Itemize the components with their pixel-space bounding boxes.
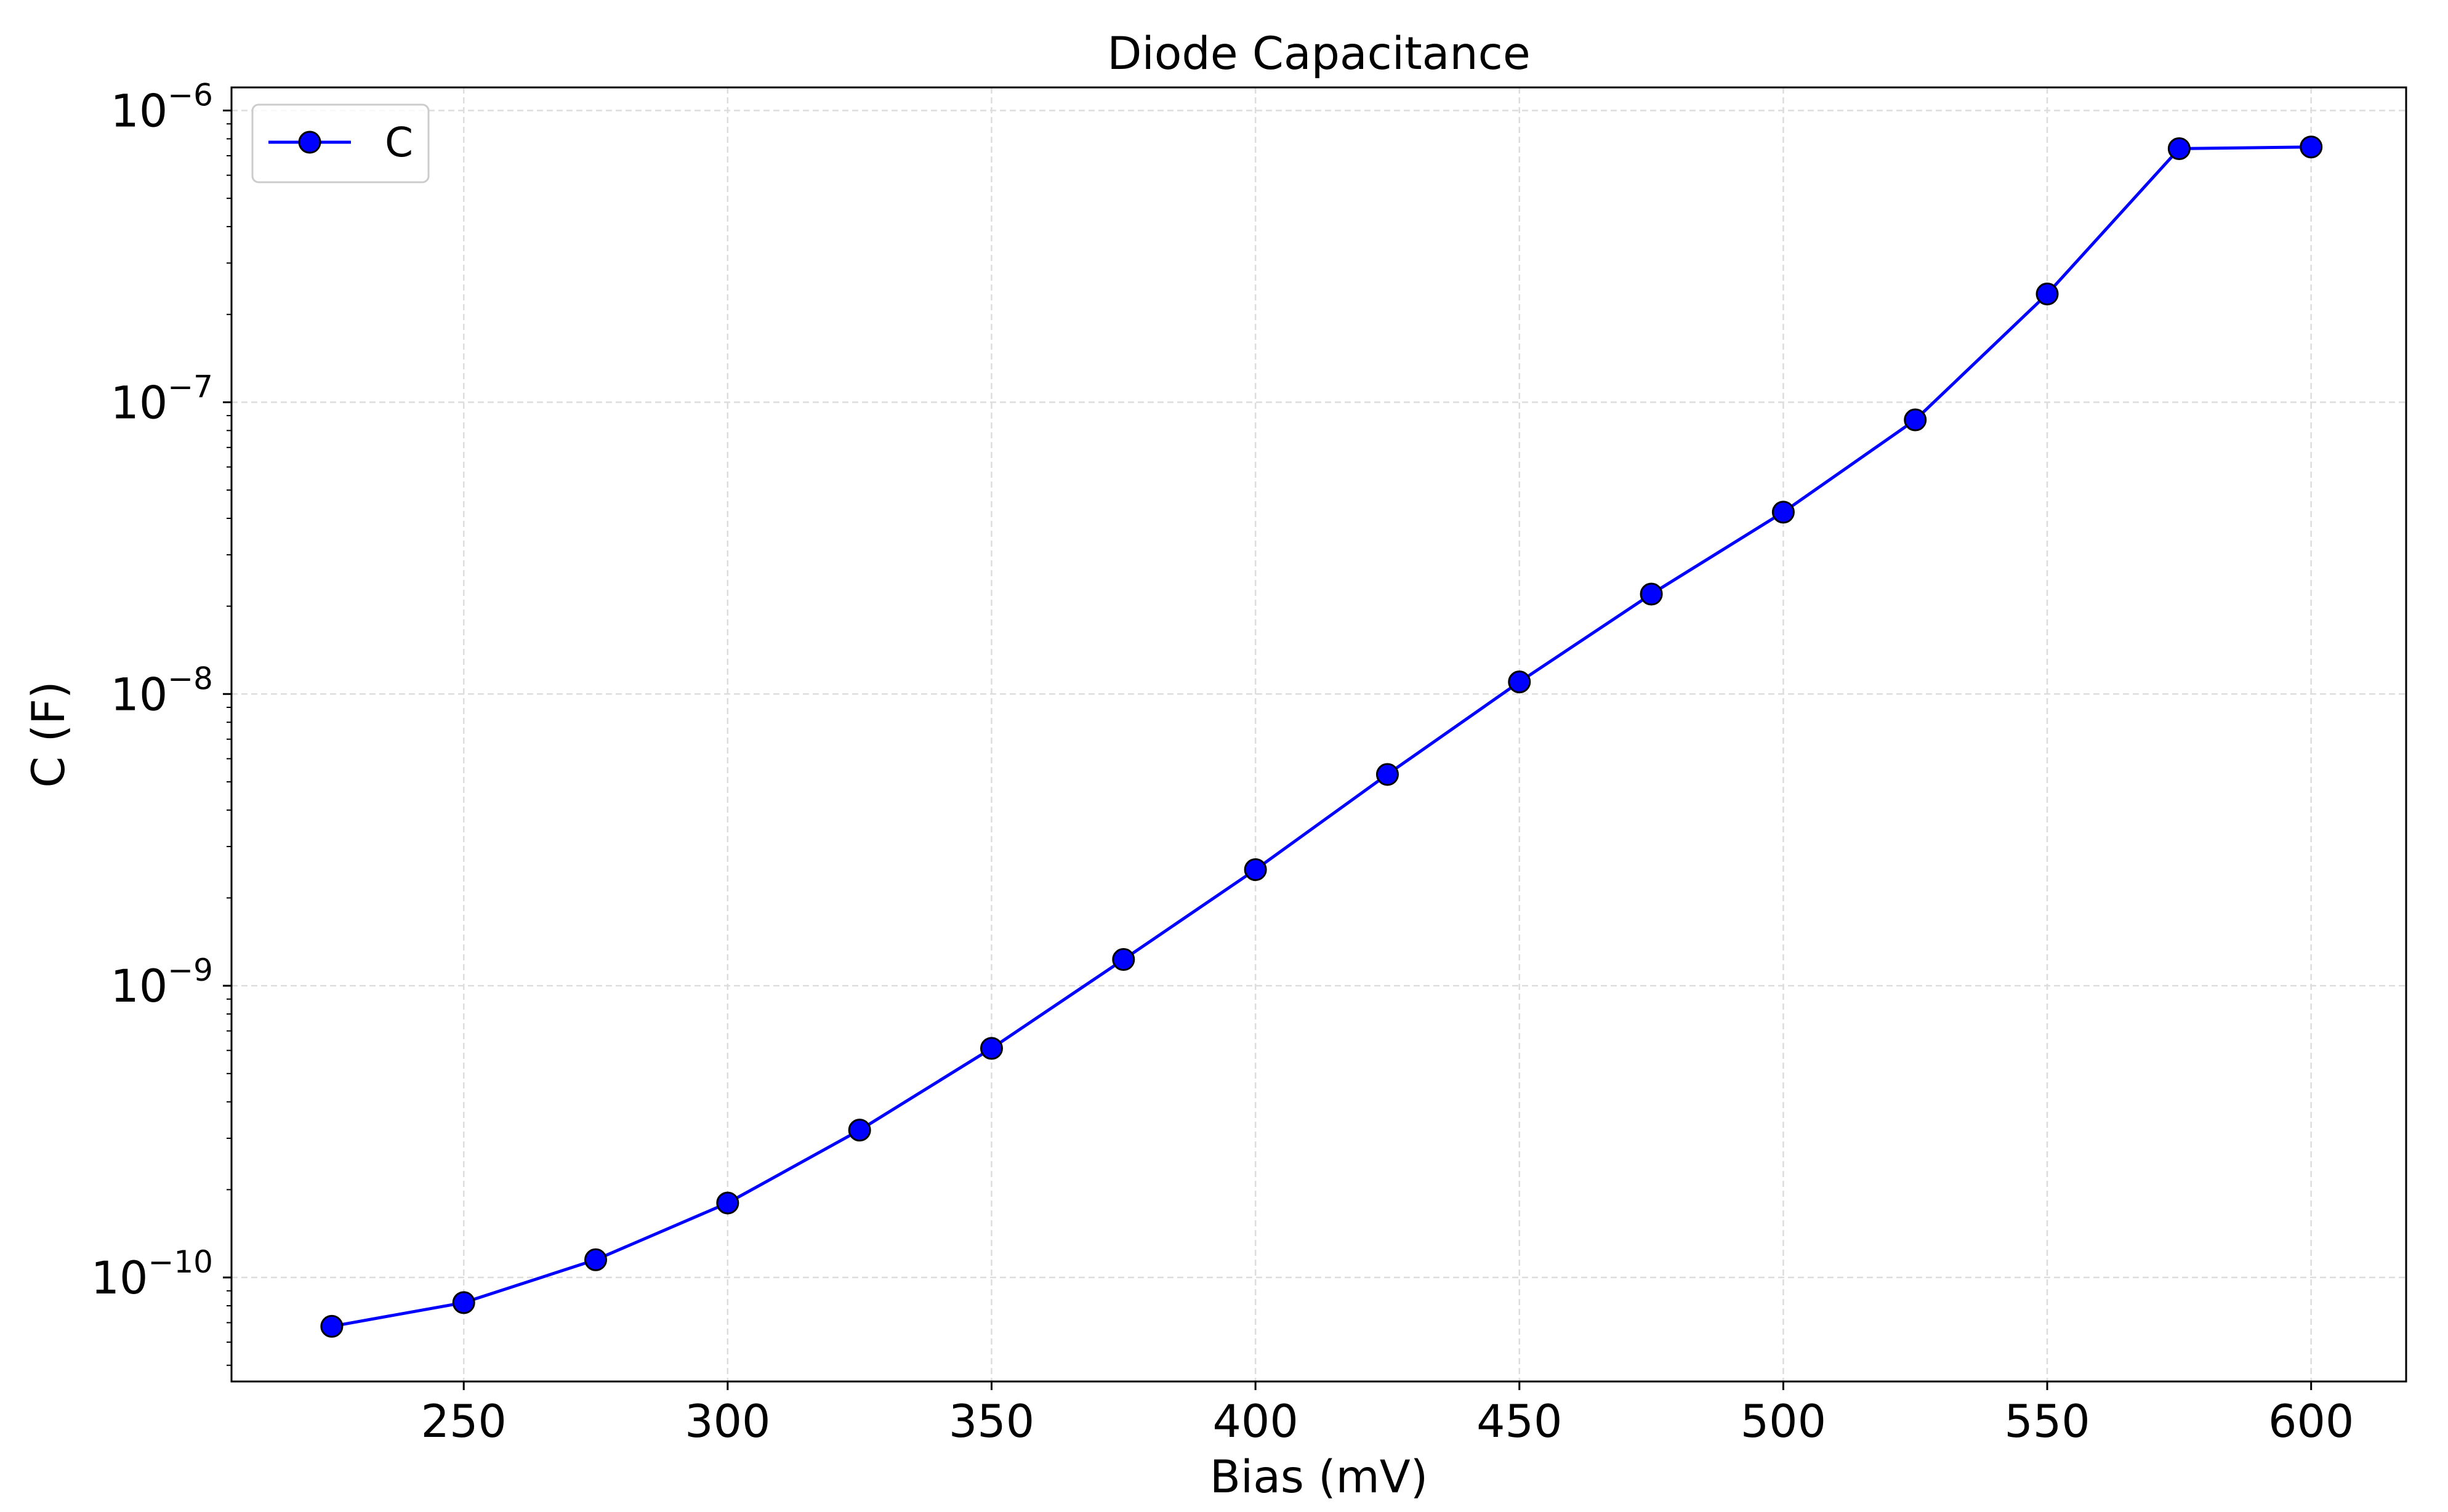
data-point <box>1375 763 1399 786</box>
x-tick-label: 350 <box>949 1396 1034 1448</box>
x-tick-label: 300 <box>685 1396 770 1448</box>
data-point <box>2035 283 2059 306</box>
y-axis-label: C (F) <box>23 681 75 787</box>
data-point <box>1904 408 1927 432</box>
x-tick-label: 600 <box>2268 1396 2354 1448</box>
legend: C <box>251 103 430 183</box>
grid <box>232 87 2406 1381</box>
data-point <box>1508 670 1531 694</box>
y-tick-exponent: −8 <box>167 661 213 696</box>
data-point <box>2300 135 2323 159</box>
data-point <box>320 1314 344 1338</box>
y-tick-label: 10−10 <box>91 1244 213 1305</box>
y-tick-exponent: −7 <box>167 369 213 404</box>
x-tick-label: 550 <box>2004 1396 2090 1448</box>
y-tick-base: 10 <box>91 1252 148 1305</box>
plot-frame <box>230 86 2407 1383</box>
y-tick-base: 10 <box>110 86 167 138</box>
y-tick-label: 10−7 <box>110 369 213 429</box>
data-point <box>2167 137 2191 160</box>
data-point <box>1112 948 1135 971</box>
y-tick-label: 10−9 <box>110 952 213 1013</box>
data-point <box>1244 858 1267 882</box>
data-point <box>584 1248 608 1271</box>
data-point <box>716 1191 739 1215</box>
y-tick-exponent: −9 <box>167 952 213 988</box>
x-tick-label: 500 <box>1741 1396 1826 1448</box>
y-tick-base: 10 <box>110 669 167 721</box>
x-tick-label: 250 <box>421 1396 507 1448</box>
legend-label: C <box>385 119 413 166</box>
y-tick-label: 10−6 <box>110 78 213 138</box>
data-point <box>452 1291 475 1314</box>
x-tick-label: 450 <box>1476 1396 1562 1448</box>
chart-title: Diode Capacitance <box>1107 28 1530 80</box>
data-point <box>848 1119 871 1142</box>
data-point <box>980 1037 1003 1060</box>
plot-area <box>320 135 2323 1338</box>
y-tick-base: 10 <box>110 960 167 1013</box>
series-line <box>331 145 2311 1328</box>
x-tick-label: 400 <box>1212 1396 1298 1448</box>
legend-marker <box>298 131 321 154</box>
y-tick-base: 10 <box>110 377 167 429</box>
y-tick-exponent: −10 <box>148 1244 213 1280</box>
x-axis-label: Bias (mV) <box>1210 1451 1428 1503</box>
axes: 250 300 350 400 450 500 550 60010−1010−910−810−… <box>91 78 2354 1448</box>
y-tick-exponent: −6 <box>167 78 213 113</box>
data-point <box>1640 582 1663 606</box>
data-point <box>1771 501 1795 524</box>
y-tick-label: 10−8 <box>110 661 213 721</box>
